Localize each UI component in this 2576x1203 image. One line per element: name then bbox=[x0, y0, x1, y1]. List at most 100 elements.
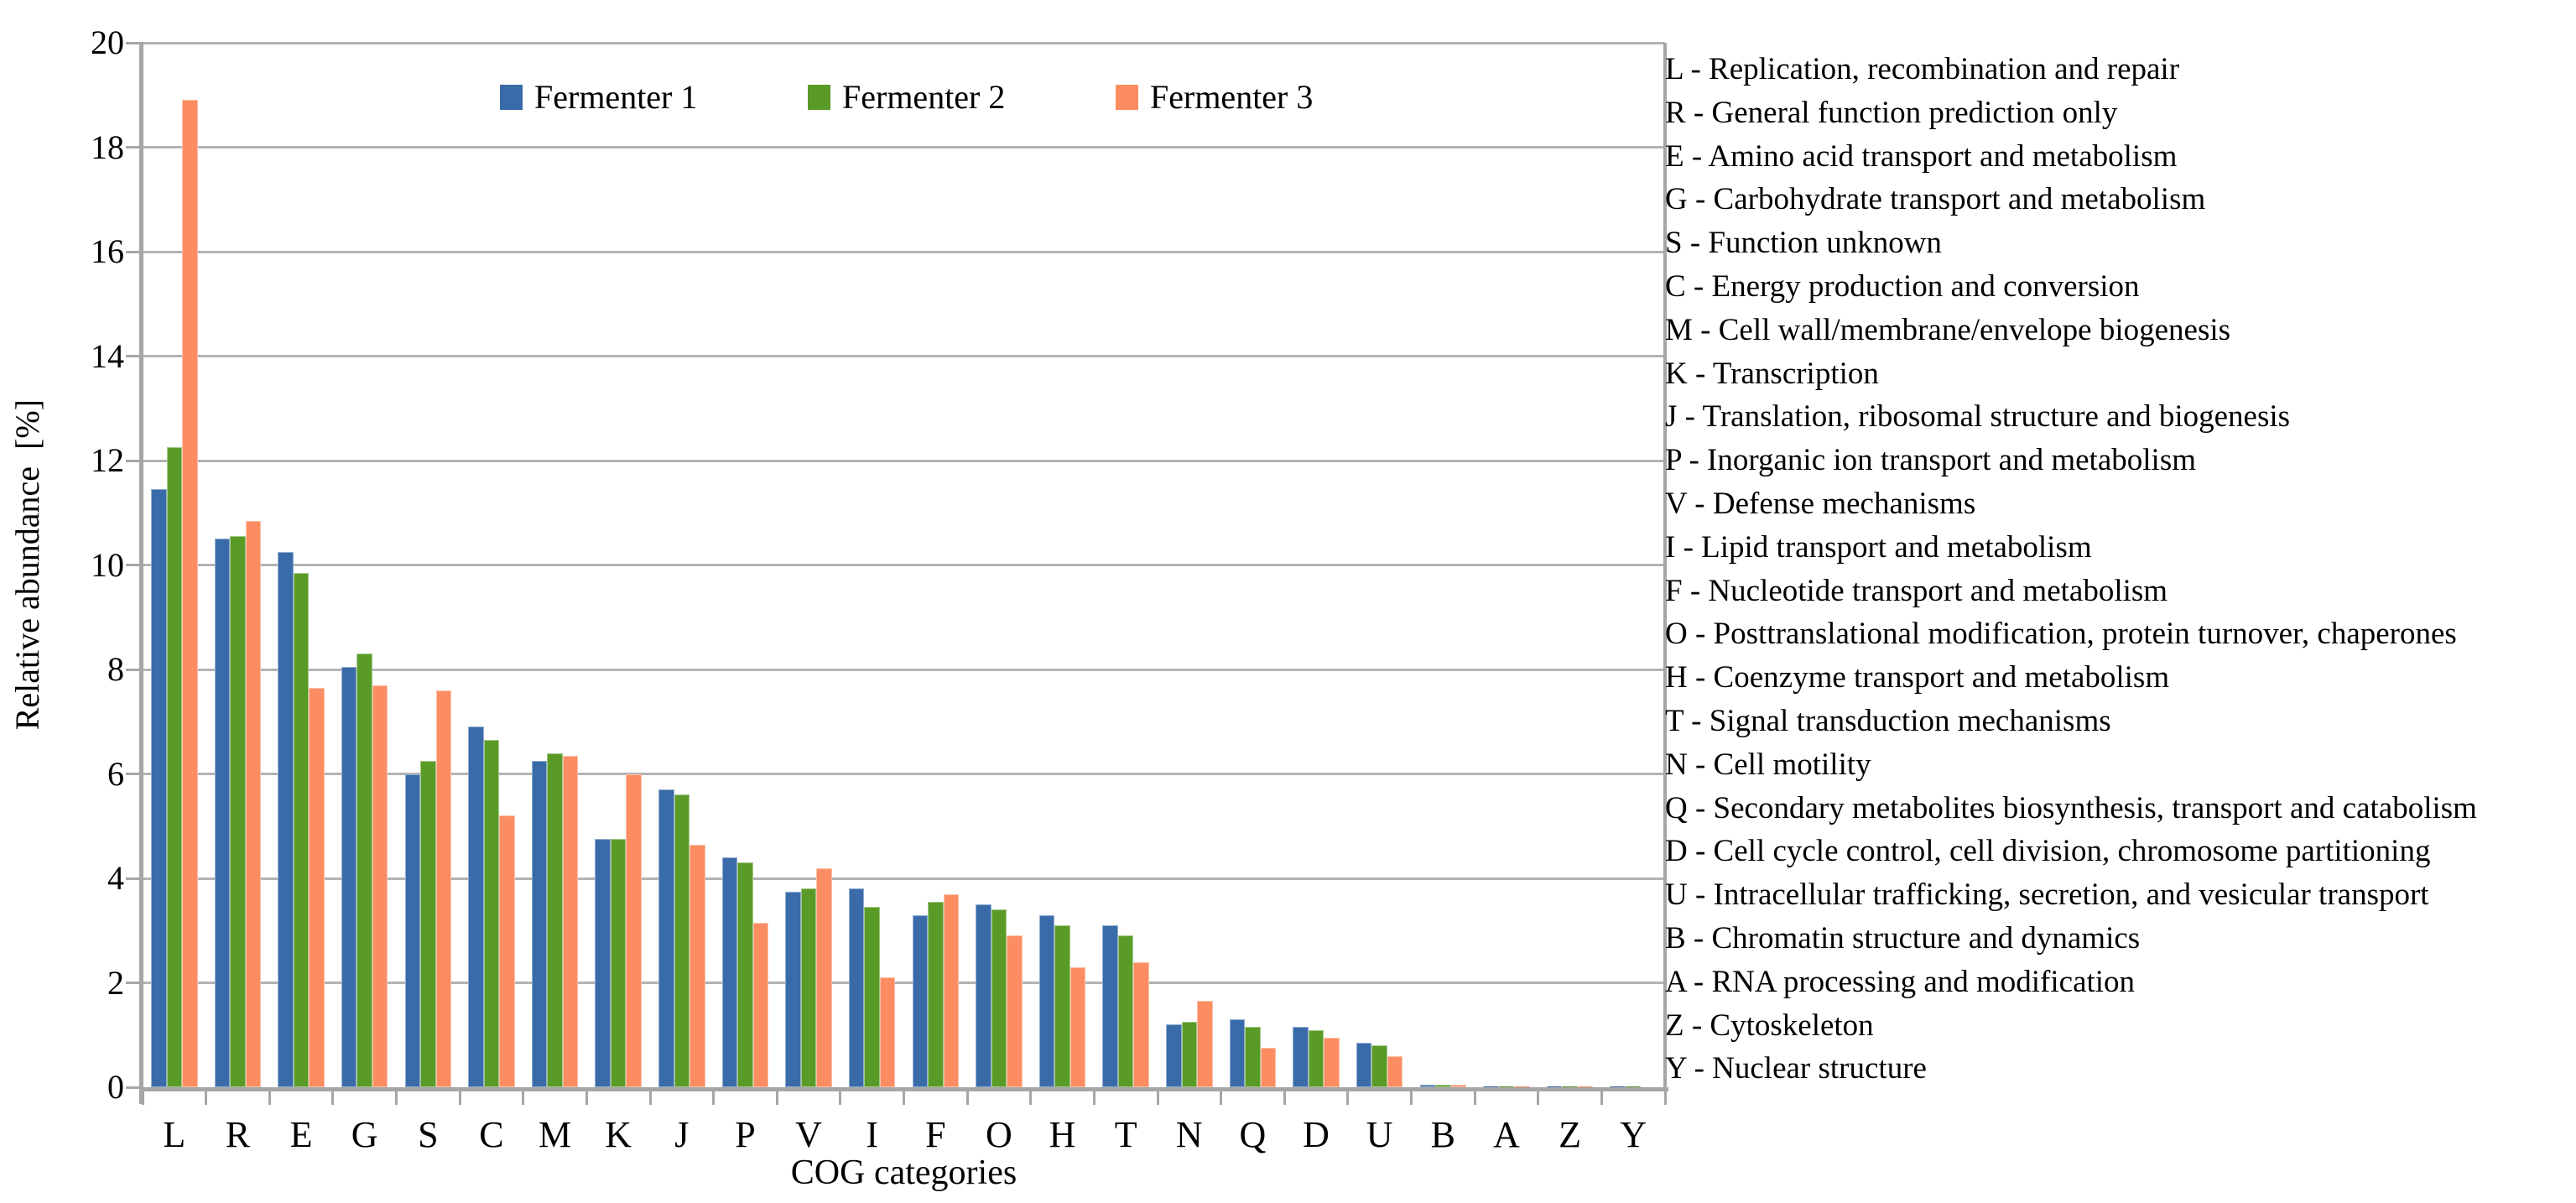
legend-swatch-fermenter-2 bbox=[808, 85, 830, 110]
legend-swatch-fermenter-1 bbox=[500, 85, 523, 110]
x-tick-label-k: K bbox=[605, 1114, 632, 1155]
bar-m-fermenter-1 bbox=[531, 760, 548, 1087]
bar-u-fermenter-3 bbox=[1387, 1055, 1403, 1087]
x-tick-21 bbox=[1473, 1087, 1476, 1105]
bar-a-fermenter-2 bbox=[1498, 1086, 1515, 1087]
x-tick-label-m: M bbox=[539, 1114, 572, 1155]
y-tick-4 bbox=[126, 877, 143, 880]
category-legend-list: L - Replication, recombination and repai… bbox=[1665, 48, 2477, 1091]
bar-q-fermenter-3 bbox=[1260, 1048, 1277, 1087]
gridline-y-8 bbox=[143, 668, 1665, 671]
bar-t-fermenter-3 bbox=[1133, 961, 1149, 1087]
category-legend-item-u: U - Intracellular trafficking, secretion… bbox=[1665, 878, 2429, 913]
bar-m-fermenter-2 bbox=[547, 753, 563, 1087]
bar-o-fermenter-1 bbox=[976, 904, 991, 1087]
category-legend-item-f: F - Nucleotide transport and metabolism bbox=[1665, 573, 2168, 608]
bar-d-fermenter-2 bbox=[1308, 1029, 1324, 1087]
x-tick-label-y: Y bbox=[1620, 1114, 1647, 1155]
bar-d-fermenter-3 bbox=[1324, 1037, 1340, 1087]
legend-swatch-fermenter-3 bbox=[1116, 85, 1138, 110]
bar-c-fermenter-2 bbox=[483, 740, 500, 1087]
y-tick-14 bbox=[126, 355, 143, 357]
x-tick-3 bbox=[331, 1087, 335, 1105]
x-tick-9 bbox=[712, 1087, 716, 1105]
gridline-y-4 bbox=[143, 877, 1665, 880]
category-legend-item-o: O - Posttranslational modification, prot… bbox=[1665, 617, 2457, 652]
bar-f-fermenter-2 bbox=[928, 902, 944, 1087]
bar-h-fermenter-3 bbox=[1069, 966, 1086, 1087]
bar-f-fermenter-1 bbox=[912, 914, 929, 1087]
x-tick-label-f: F bbox=[925, 1114, 946, 1155]
bar-t-fermenter-1 bbox=[1102, 925, 1118, 1087]
bar-g-fermenter-1 bbox=[341, 666, 357, 1087]
gridline-y-14 bbox=[143, 355, 1665, 357]
x-tick-4 bbox=[395, 1087, 398, 1105]
bar-n-fermenter-3 bbox=[1197, 1001, 1213, 1087]
x-tick-15 bbox=[1092, 1087, 1095, 1105]
y-axis-title-text: Relative abundance [%] bbox=[8, 399, 46, 731]
bar-j-fermenter-2 bbox=[674, 794, 690, 1087]
x-tick-label-p: P bbox=[735, 1114, 756, 1155]
gridline-y-20 bbox=[143, 41, 1665, 44]
y-tick-label-18: 18 bbox=[91, 128, 124, 166]
bar-i-fermenter-1 bbox=[848, 888, 865, 1087]
plot-right-border bbox=[1663, 43, 1667, 1087]
y-tick-label-6: 6 bbox=[107, 754, 124, 793]
x-tick-0 bbox=[141, 1087, 144, 1105]
y-tick-8 bbox=[126, 668, 143, 671]
category-legend-item-a: A - RNA processing and modification bbox=[1665, 964, 2136, 999]
x-tick-label-q: Q bbox=[1239, 1114, 1267, 1155]
category-legend-item-l: L - Replication, recombination and repai… bbox=[1665, 52, 2180, 86]
y-tick-label-14: 14 bbox=[91, 336, 124, 375]
x-tick-label-b: B bbox=[1430, 1114, 1455, 1155]
y-tick-label-20: 20 bbox=[91, 23, 124, 61]
bar-b-fermenter-1 bbox=[1419, 1084, 1436, 1087]
x-tick-label-d: D bbox=[1303, 1114, 1330, 1155]
legend-item-fermenter-3: Fermenter 3 bbox=[1116, 81, 1313, 114]
bar-a-fermenter-3 bbox=[1514, 1086, 1530, 1087]
x-tick-7 bbox=[585, 1087, 588, 1105]
y-tick-label-10: 10 bbox=[91, 545, 124, 584]
x-tick-8 bbox=[648, 1087, 652, 1105]
y-tick-20 bbox=[126, 41, 143, 44]
category-legend-item-p: P - Inorganic ion transport and metaboli… bbox=[1665, 443, 2196, 478]
x-tick-22 bbox=[1537, 1087, 1540, 1105]
x-tick-label-i: I bbox=[866, 1114, 879, 1155]
bar-k-fermenter-3 bbox=[626, 773, 642, 1087]
bar-h-fermenter-1 bbox=[1038, 914, 1055, 1087]
bar-p-fermenter-2 bbox=[737, 862, 753, 1087]
bar-y-fermenter-1 bbox=[1610, 1086, 1626, 1087]
y-tick-label-4: 4 bbox=[107, 859, 124, 897]
x-tick-20 bbox=[1410, 1087, 1413, 1105]
gridline-y-12 bbox=[143, 459, 1665, 462]
bar-n-fermenter-1 bbox=[1166, 1024, 1182, 1087]
bar-s-fermenter-1 bbox=[404, 773, 421, 1087]
y-tick-10 bbox=[126, 564, 143, 566]
bar-z-fermenter-2 bbox=[1562, 1086, 1578, 1087]
gridline-y-16 bbox=[143, 250, 1665, 253]
category-legend-item-e: E - Amino acid transport and metabolism bbox=[1665, 138, 2178, 174]
bar-e-fermenter-2 bbox=[293, 572, 310, 1087]
y-tick-label-0: 0 bbox=[107, 1068, 124, 1106]
bar-c-fermenter-3 bbox=[499, 815, 515, 1087]
bar-b-fermenter-2 bbox=[1435, 1084, 1451, 1087]
bar-f-fermenter-3 bbox=[943, 893, 960, 1087]
y-tick-label-8: 8 bbox=[107, 650, 124, 688]
category-legend-item-y: Y - Nuclear structure bbox=[1665, 1051, 1927, 1086]
bar-r-fermenter-1 bbox=[214, 539, 231, 1087]
bar-v-fermenter-2 bbox=[800, 888, 817, 1087]
y-tick-6 bbox=[126, 773, 143, 775]
category-legend-item-d: D - Cell cycle control, cell division, c… bbox=[1665, 834, 2431, 869]
bar-a-fermenter-1 bbox=[1483, 1086, 1499, 1087]
bar-b-fermenter-3 bbox=[1450, 1084, 1467, 1087]
bar-n-fermenter-2 bbox=[1181, 1022, 1198, 1087]
category-legend-item-s: S - Function unknown bbox=[1665, 226, 1942, 261]
category-legend-item-n: N - Cell motility bbox=[1665, 747, 1871, 782]
bar-d-fermenter-1 bbox=[1293, 1027, 1309, 1087]
category-legend-item-k: K - Transcription bbox=[1665, 356, 1879, 391]
x-tick-label-z: Z bbox=[1559, 1114, 1581, 1155]
category-legend-item-r: R - General function prediction only bbox=[1665, 95, 2118, 130]
bar-k-fermenter-1 bbox=[595, 839, 611, 1087]
x-tick-label-c: C bbox=[479, 1114, 504, 1155]
